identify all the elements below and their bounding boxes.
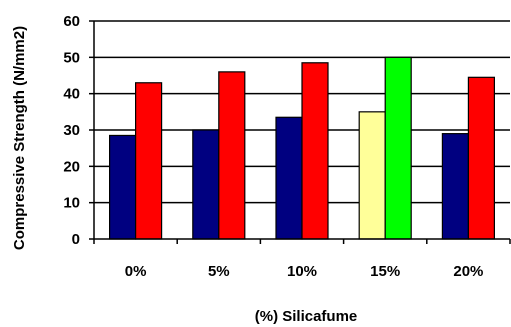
bar	[192, 129, 220, 240]
bars	[108, 56, 495, 240]
bar	[384, 56, 412, 240]
bar	[358, 111, 386, 240]
x-axis-label: (%) Silicafume	[255, 308, 358, 325]
y-tick-label: 20	[63, 158, 80, 175]
x-tick-labels: 0% 5% 10% 15% 20%	[125, 263, 484, 280]
y-tick-label: 50	[63, 49, 80, 66]
x-tick-label: 15%	[370, 263, 400, 280]
bar	[135, 82, 163, 240]
bar	[275, 116, 303, 240]
y-tick-label: 0	[72, 231, 80, 248]
x-tick-label: 10%	[287, 263, 317, 280]
y-tick-label: 10	[63, 195, 80, 212]
y-tick-label: 40	[63, 86, 80, 103]
x-tick-label: 0%	[125, 263, 147, 280]
x-tick-label: 20%	[453, 263, 483, 280]
y-tick-label: 60	[63, 13, 80, 30]
bar	[108, 134, 137, 240]
x-tick-label: 5%	[208, 263, 230, 280]
axes	[89, 20, 511, 244]
bar	[441, 133, 469, 240]
y-tick-labels: 0 10 20 30 40 50 60	[63, 13, 80, 248]
bar	[467, 76, 495, 240]
bar	[301, 62, 329, 240]
y-axis-label: Compressive Strength (N/mm2)	[11, 26, 28, 250]
y-tick-label: 30	[63, 122, 80, 139]
bar	[218, 71, 246, 240]
